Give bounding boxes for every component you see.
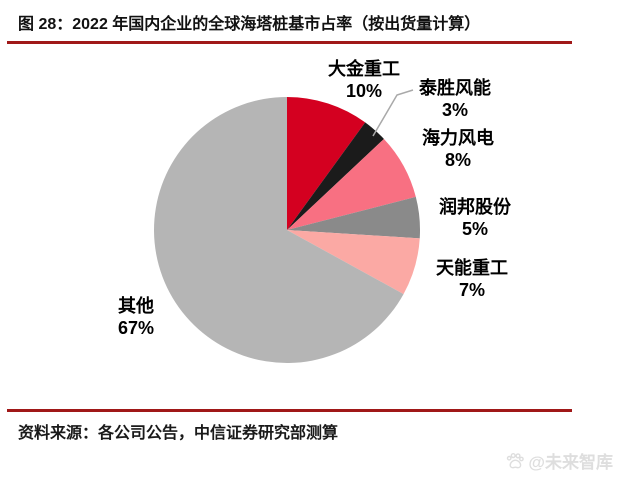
pie-slice-runbang: [287, 196, 421, 239]
paw-icon: [507, 452, 525, 468]
figure-title: 图 28：2022 年国内企业的全球海塔桩基市占率（按出货量计算）: [18, 16, 481, 33]
watermark-text: @未来智库: [528, 453, 613, 472]
title-divider-rule: [7, 41, 572, 44]
watermark: @未来智库: [505, 448, 613, 473]
leader-line-taisheng: [372, 89, 414, 137]
pie-slice-dajin: [287, 97, 366, 230]
pie-slice-taisheng: [287, 122, 384, 230]
pie-slice-tianneng: [287, 230, 420, 295]
source-note: 资料来源：各公司公告，中信证券研究部测算: [18, 425, 339, 442]
pie-slice-haili: [287, 138, 416, 230]
pie-slice-qita: [153, 97, 404, 364]
footer-divider-rule: [7, 409, 572, 412]
